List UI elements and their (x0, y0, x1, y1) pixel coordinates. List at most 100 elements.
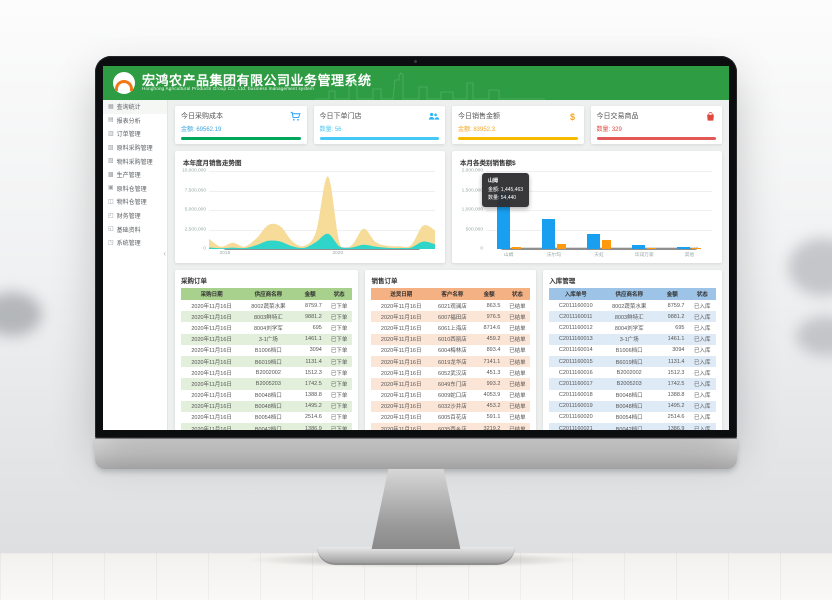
material-warehouse-icon: ◫ (108, 198, 114, 205)
production-icon: ▩ (108, 171, 114, 178)
table-row[interactable]: C2011160018 B0048档口 1388.8 已入库 (549, 390, 716, 401)
base-data-icon: ◱ (108, 226, 114, 233)
sidebar-item-3[interactable]: ▥ 订单管理 (103, 127, 167, 141)
column-header: 供应商名称 (602, 288, 657, 300)
sidebar-item-10[interactable]: ◱ 基础资料 (103, 222, 167, 236)
table-cell: 已下单 (330, 303, 348, 310)
table-row[interactable]: 2020年11月16日 6035西乡店 3219.2 已结单 (371, 423, 531, 430)
table-row[interactable]: 2020年11月16日 6049东门店 993.2 已结单 (371, 378, 531, 390)
stats-grid-icon: ▦ (108, 103, 114, 110)
table-row[interactable]: 2020年11月16日 6007福田店 976.5 已结单 (371, 311, 531, 323)
table-row[interactable]: 2020年11月16日 6005百花店 591.1 已结单 (371, 412, 530, 423)
table-row[interactable]: C2011160012 8004刘学军 695 已入库 (549, 322, 716, 333)
bar-quantity-华润万家[interactable] (647, 248, 657, 249)
area-series-svg[interactable] (209, 171, 435, 249)
column-header: 入库单号 (549, 288, 603, 300)
bar-amount-天虹[interactable] (587, 234, 600, 249)
bar-amount-其他[interactable] (677, 247, 691, 249)
background-blur-right-top (788, 238, 832, 296)
table-row[interactable]: 2020年11月16日 B0042档口 1386.9 已下单 (181, 423, 353, 430)
sidebar-item-6[interactable]: ▩ 生产管理 (103, 168, 167, 182)
table-row[interactable]: 2020年11月16日 B0054档口 2514.6 已下单 (181, 412, 352, 423)
sidebar-collapse-icon[interactable]: ‹ (163, 249, 166, 258)
raw-purchase-icon: ▧ (108, 144, 114, 151)
bar-quantity-沃尔玛[interactable] (556, 244, 566, 249)
table-row[interactable]: C2011160015 B6019档口 1131.4 已入库 (549, 355, 716, 368)
kpi-card-4[interactable]: 今日交易商品 数量: 329 (590, 106, 722, 144)
sidebar-item-7[interactable]: ▣ 原料仓管理 (103, 182, 167, 196)
bar-amount-华润万家[interactable] (632, 245, 646, 249)
tooltip-category: 山姆 (488, 178, 499, 184)
table-cell: B0048档口 (242, 400, 295, 412)
sidebar-item-8[interactable]: ◫ 物料仓管理 (103, 195, 167, 209)
kpi-card-3[interactable]: 今日销售金额 $ 金额: 83952.3 (452, 106, 584, 144)
table-cell: 2020年11月16日 (181, 378, 243, 390)
table-row[interactable]: 2020年11月16日 6032沙井店 453.2 已结单 (371, 400, 531, 412)
table-row[interactable]: 2020年11月16日 B0048档口 1388.8 已下单 (181, 390, 352, 401)
table-row[interactable]: C2011160021 B0042档口 1386.9 已入库 (549, 423, 716, 430)
bar-groups (486, 171, 712, 249)
sidebar-item-1[interactable]: ▦ 查询统计 (103, 100, 167, 114)
table-cell: 已下单 (325, 423, 353, 430)
table-row[interactable]: 2020年11月16日 8004刘学军 695 已下单 (181, 322, 352, 333)
table-row[interactable]: C2011160014 B1006档口 3094 已入库 (549, 345, 716, 356)
table-cell: 已下单 (330, 348, 348, 355)
sidebar-item-label: 生产管理 (116, 173, 141, 180)
kpi-card-1[interactable]: 今日采购成本 金额: 69562.19 (175, 106, 307, 144)
y-axis-label: 0 (480, 246, 483, 252)
sidebar-item-2[interactable]: ▤ 报表分析 (103, 114, 167, 128)
x-category-label: 山姆 (503, 253, 514, 258)
table-cell: 453.2 (473, 400, 505, 412)
table-row[interactable]: 2020年11月16日 B2005203 1742.5 已下单 (181, 378, 353, 390)
table-cell: 已入库 (688, 400, 716, 412)
table-title: 采购订单 (181, 278, 207, 285)
table-row[interactable]: 2020年11月16日 B0048档口 1495.2 已下单 (181, 400, 353, 412)
table-row[interactable]: 2020年11月16日 6009蛇口店 4053.9 已结单 (371, 390, 530, 401)
table-row[interactable]: C2011160016 B2002002 1512.3 已入库 (549, 367, 716, 378)
table-row[interactable]: 2020年11月16日 8002蔬菜水果 8759.7 已下单 (181, 300, 352, 311)
monitor-stand-neck (371, 469, 461, 549)
table-row[interactable]: 2020年11月16日 3-1广场 1461.1 已下单 (181, 333, 353, 345)
table-row[interactable]: 2020年11月16日 6052武汉店 451.3 已结单 (371, 367, 530, 378)
table-cell: 已入库 (693, 325, 711, 332)
table-row[interactable]: C2011160019 B0048档口 1495.2 已入库 (549, 400, 716, 412)
table-cell: 1512.3 (667, 369, 685, 376)
table-row[interactable]: C2011160013 3-1广场 1461.1 已入库 (549, 333, 716, 345)
table-cell: 2020年11月16日 (380, 303, 422, 310)
kpi-card-2[interactable]: 今日下单门店 数量: 56 (313, 106, 445, 144)
table-row[interactable]: C2011160017 B2005203 1742.5 已入库 (549, 378, 716, 390)
column-header: 客户名称 (430, 288, 474, 300)
table-cell: 已下单 (325, 311, 353, 323)
bar-amount-沃尔玛[interactable] (541, 219, 555, 249)
table-row[interactable]: 2020年11月16日 6021观澜店 863.5 已结单 (371, 300, 530, 311)
bar-quantity-山姆[interactable] (511, 246, 521, 249)
kpi-value: 金额: 69562.19 (181, 127, 222, 133)
bar-quantity-天虹[interactable] (602, 240, 611, 249)
table-row[interactable]: 2020年11月16日 B6019档口 1131.4 已下单 (181, 355, 353, 368)
sidebar-item-9[interactable]: ◰ 财务管理 (103, 209, 167, 223)
sidebar-item-4[interactable]: ▧ 原料采购管理 (103, 141, 167, 155)
table-cell: B2005203 (242, 378, 295, 390)
table-cell: 1386.9 (656, 423, 689, 430)
table-row[interactable]: C2011160020 B0054档口 2514.6 已入库 (549, 412, 716, 423)
sidebar-item-5[interactable]: ▨ 物料采购管理 (103, 154, 167, 168)
table-cell: 已下单 (330, 415, 348, 422)
table-row[interactable]: C2011160011 8003鲜特汇 9881.2 已入库 (549, 311, 716, 323)
bar-quantity-其他[interactable] (692, 248, 702, 249)
table-row[interactable]: 2020年11月16日 8003鲜特汇 9881.2 已下单 (181, 311, 353, 323)
table-row[interactable]: 2020年11月16日 6019龙华店 7141.1 已结单 (371, 355, 531, 368)
sidebar-item-label: 订单管理 (116, 132, 141, 139)
table-row[interactable]: 2020年11月16日 6010西丽店 459.2 已结单 (371, 333, 531, 345)
table-row[interactable]: 2020年11月16日 6061上海店 8714.6 已结单 (371, 322, 530, 333)
table-row[interactable]: C2011160010 8002蔬菜水果 8759.7 已入库 (549, 300, 716, 311)
table-cell: 8759.7 (305, 302, 322, 309)
bar-amount-山姆[interactable] (496, 192, 510, 249)
table-cell: 已结单 (504, 423, 531, 430)
table-cell: C2011160021 (549, 423, 603, 430)
tables-row: 采购订单 采购日期 供应商名称 金额 状态 2020年11月16日 8002蔬菜水果 8759… (175, 270, 722, 430)
sidebar-item-11[interactable]: ◳ 系统管理 (103, 236, 167, 250)
table-row[interactable]: 2020年11月16日 B2002002 1512.3 已下单 (181, 367, 352, 378)
table-row[interactable]: 2020年11月16日 6004梅林店 893.4 已结单 (371, 345, 530, 356)
table-row[interactable]: 2020年11月16日 B1006档口 3094 已下单 (181, 345, 352, 356)
table-cell: 已入库 (688, 333, 716, 345)
